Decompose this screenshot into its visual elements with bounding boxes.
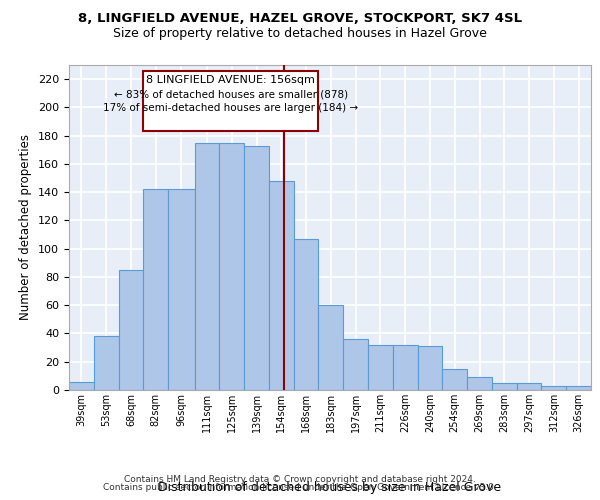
Bar	[94, 336, 119, 390]
Bar	[269, 181, 294, 390]
Bar	[517, 383, 541, 390]
Text: Size of property relative to detached houses in Hazel Grove: Size of property relative to detached ho…	[113, 28, 487, 40]
X-axis label: Distribution of detached houses by size in Hazel Grove: Distribution of detached houses by size …	[158, 481, 502, 494]
Text: 8, LINGFIELD AVENUE, HAZEL GROVE, STOCKPORT, SK7 4SL: 8, LINGFIELD AVENUE, HAZEL GROVE, STOCKP…	[78, 12, 522, 26]
Bar	[492, 383, 517, 390]
Bar	[467, 378, 492, 390]
Text: Contains public sector information licensed under the Open Government Licence v3: Contains public sector information licen…	[103, 484, 497, 492]
Bar	[119, 270, 143, 390]
FancyBboxPatch shape	[143, 70, 319, 132]
Bar	[69, 382, 94, 390]
Text: 8 LINGFIELD AVENUE: 156sqm: 8 LINGFIELD AVENUE: 156sqm	[146, 75, 316, 85]
Bar	[319, 305, 343, 390]
Bar	[541, 386, 566, 390]
Bar	[368, 345, 393, 390]
Bar	[244, 146, 269, 390]
Bar	[418, 346, 442, 390]
Bar	[168, 190, 194, 390]
Bar	[442, 369, 467, 390]
Text: 17% of semi-detached houses are larger (184) →: 17% of semi-detached houses are larger (…	[103, 103, 358, 113]
Bar	[220, 142, 244, 390]
Bar	[294, 239, 319, 390]
Bar	[393, 345, 418, 390]
Bar	[194, 142, 220, 390]
Bar	[143, 190, 168, 390]
Y-axis label: Number of detached properties: Number of detached properties	[19, 134, 32, 320]
Text: Contains HM Land Registry data © Crown copyright and database right 2024.: Contains HM Land Registry data © Crown c…	[124, 475, 476, 484]
Bar	[566, 386, 591, 390]
Text: ← 83% of detached houses are smaller (878): ← 83% of detached houses are smaller (87…	[114, 89, 348, 99]
Bar	[343, 339, 368, 390]
